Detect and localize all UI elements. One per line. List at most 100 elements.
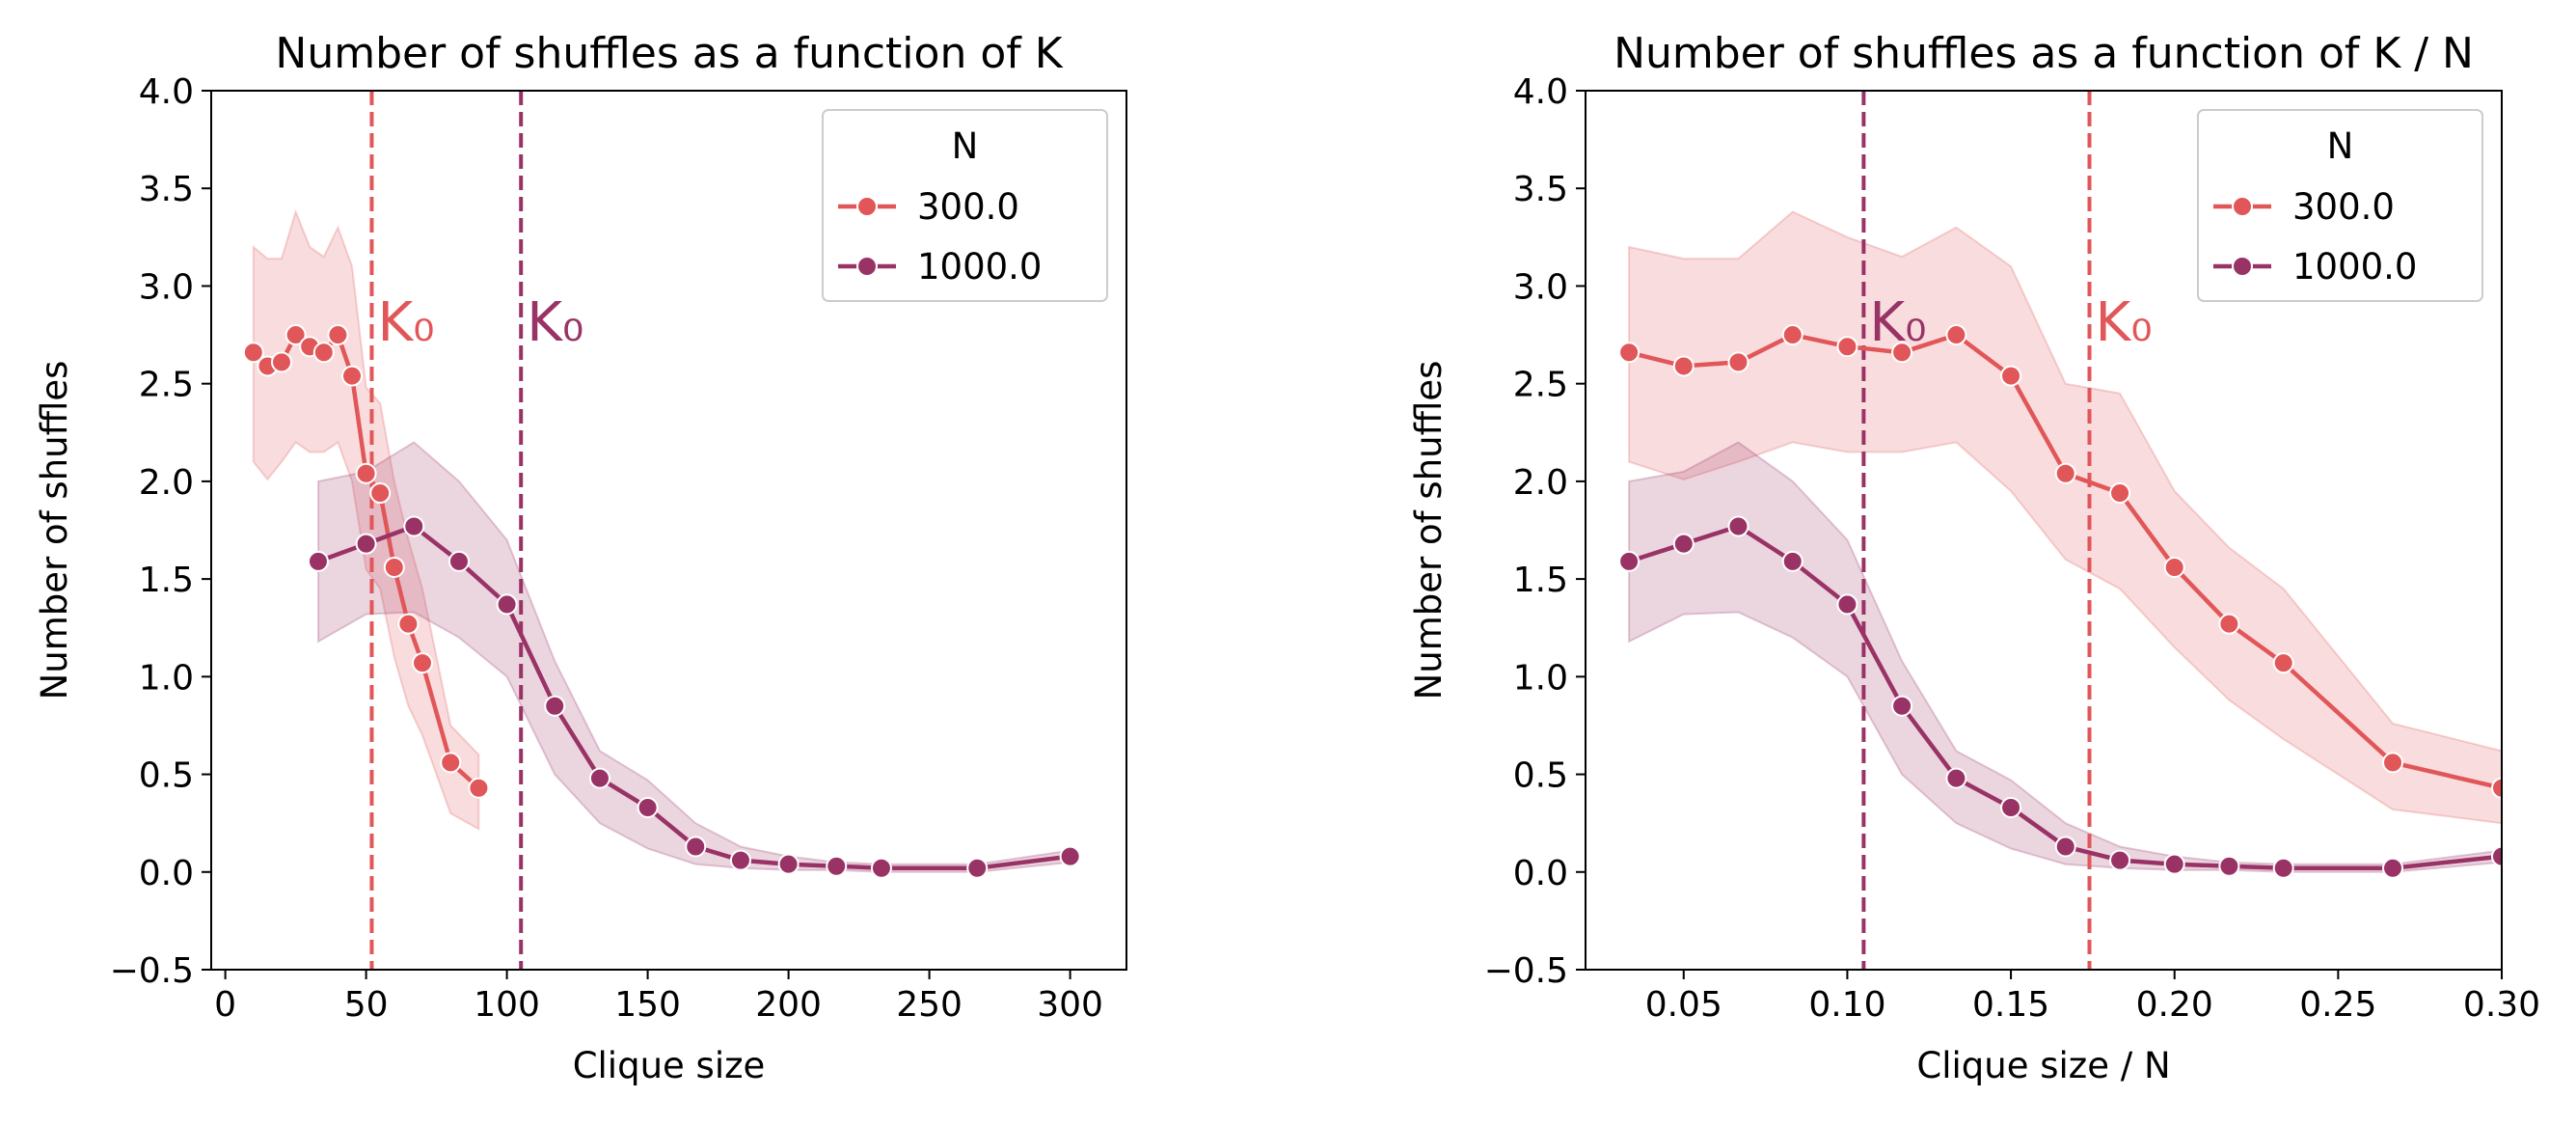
y-tick-label: 2.0 <box>1513 463 1568 503</box>
chart-title: Number of shuffles as a function of K / … <box>1613 29 2474 78</box>
y-tick-label: 3.0 <box>139 267 194 307</box>
data-point <box>403 515 425 537</box>
data-point <box>271 351 292 373</box>
data-point <box>2382 857 2404 879</box>
data-point <box>1891 695 1913 717</box>
legend-swatch-marker <box>856 196 878 217</box>
y-axis-label: Number of shuffles <box>1408 361 1450 700</box>
x-tick-label: 200 <box>755 985 822 1025</box>
data-point <box>2272 857 2294 879</box>
y-tick-label: 0.0 <box>1513 854 1568 893</box>
axes-frame <box>1585 90 2503 971</box>
data-point <box>285 324 307 346</box>
x-tick-label: 300 <box>1037 985 1103 1025</box>
k0-label: K₀ <box>1869 291 1926 354</box>
data-point <box>355 462 377 484</box>
data-point <box>2109 849 2131 871</box>
x-tick-label: 0.05 <box>1645 985 1722 1025</box>
data-point <box>2491 845 2502 867</box>
y-tick-label: −0.5 <box>1484 951 1568 991</box>
data-point <box>685 836 707 858</box>
data-point <box>2000 365 2022 387</box>
data-point <box>1781 550 1803 572</box>
data-point <box>1727 351 1749 373</box>
data-point <box>870 857 892 879</box>
data-point <box>412 652 433 674</box>
plot-area <box>1618 91 2502 970</box>
y-tick-label: 1.5 <box>1513 561 1568 600</box>
y-tick-label: 3.5 <box>1513 170 1568 209</box>
data-point <box>777 853 800 875</box>
y-tick-label: 0.5 <box>139 756 194 796</box>
legend-entry-label: 300.0 <box>2292 186 2395 228</box>
x-tick-label: 0.25 <box>2299 985 2376 1025</box>
x-tick-label: 0.20 <box>2136 985 2213 1025</box>
chart-title: Number of shuffles as a function of K <box>275 29 1063 78</box>
x-tick-label: 0.30 <box>2463 985 2540 1025</box>
data-point <box>2163 853 2185 875</box>
data-point <box>397 613 420 635</box>
y-tick-label: 1.0 <box>139 658 194 698</box>
legend-title: N <box>2327 125 2354 167</box>
data-point <box>1836 336 1858 358</box>
data-point <box>2382 752 2404 774</box>
data-point <box>447 550 470 572</box>
data-point <box>369 482 392 505</box>
data-point <box>1672 533 1695 555</box>
legend-entry-label: 1000.0 <box>2292 246 2417 288</box>
data-point <box>1945 324 1967 346</box>
data-point <box>637 796 659 818</box>
data-point <box>383 556 405 578</box>
legend-swatch-marker <box>2232 256 2253 277</box>
legend: N 300.0 1000.0 <box>2197 109 2483 302</box>
data-point <box>1618 550 1641 572</box>
y-tick-label: 4.0 <box>1513 72 1568 112</box>
data-point <box>327 324 349 346</box>
data-point <box>588 767 610 789</box>
legend-swatch-marker <box>2232 196 2253 217</box>
data-point <box>2163 556 2185 578</box>
y-tick-label: 3.5 <box>139 170 194 209</box>
legend-title: N <box>952 125 979 167</box>
data-point <box>2109 482 2131 505</box>
data-point <box>826 855 848 877</box>
x-tick-label: 50 <box>344 985 389 1025</box>
confidence-band <box>1628 441 2502 873</box>
y-tick-label: 1.5 <box>139 561 194 600</box>
data-point <box>468 777 490 799</box>
data-point <box>1059 845 1081 867</box>
y-tick-label: 2.0 <box>139 463 194 503</box>
x-axis-label: Clique size / N <box>1916 1045 2170 1086</box>
y-tick-label: 0.0 <box>139 854 194 893</box>
y-tick-label: 0.5 <box>1513 756 1568 796</box>
y-tick-label: 2.5 <box>1513 366 1568 405</box>
x-tick-label: 0.10 <box>1808 985 1885 1025</box>
data-point <box>355 533 377 555</box>
x-tick-label: 250 <box>896 985 963 1025</box>
x-tick-label: 100 <box>474 985 540 1025</box>
x-tick-label: 0 <box>214 985 236 1025</box>
data-point <box>2218 613 2240 635</box>
data-point <box>1836 593 1858 616</box>
legend-entry-label: 300.0 <box>917 186 1019 228</box>
legend-swatch-marker <box>856 256 878 277</box>
data-point <box>1727 515 1749 537</box>
legend: N 300.0 1000.0 <box>822 109 1108 302</box>
y-tick-label: 3.0 <box>1513 267 1568 307</box>
data-point <box>2054 836 2076 858</box>
legend-entry-label: 1000.0 <box>917 246 1042 288</box>
legend-box <box>2197 109 2483 302</box>
data-point <box>1945 767 1967 789</box>
data-point <box>2054 462 2076 484</box>
data-point <box>1672 355 1695 377</box>
data-point <box>1781 324 1803 346</box>
data-point <box>312 342 335 364</box>
k0-label: K₀ <box>377 291 434 354</box>
confidence-band <box>252 208 480 831</box>
data-point <box>966 857 989 879</box>
data-point <box>2272 652 2294 674</box>
data-point <box>2491 777 2502 799</box>
x-tick-label: 150 <box>614 985 681 1025</box>
x-axis-label: Clique size <box>573 1045 766 1086</box>
